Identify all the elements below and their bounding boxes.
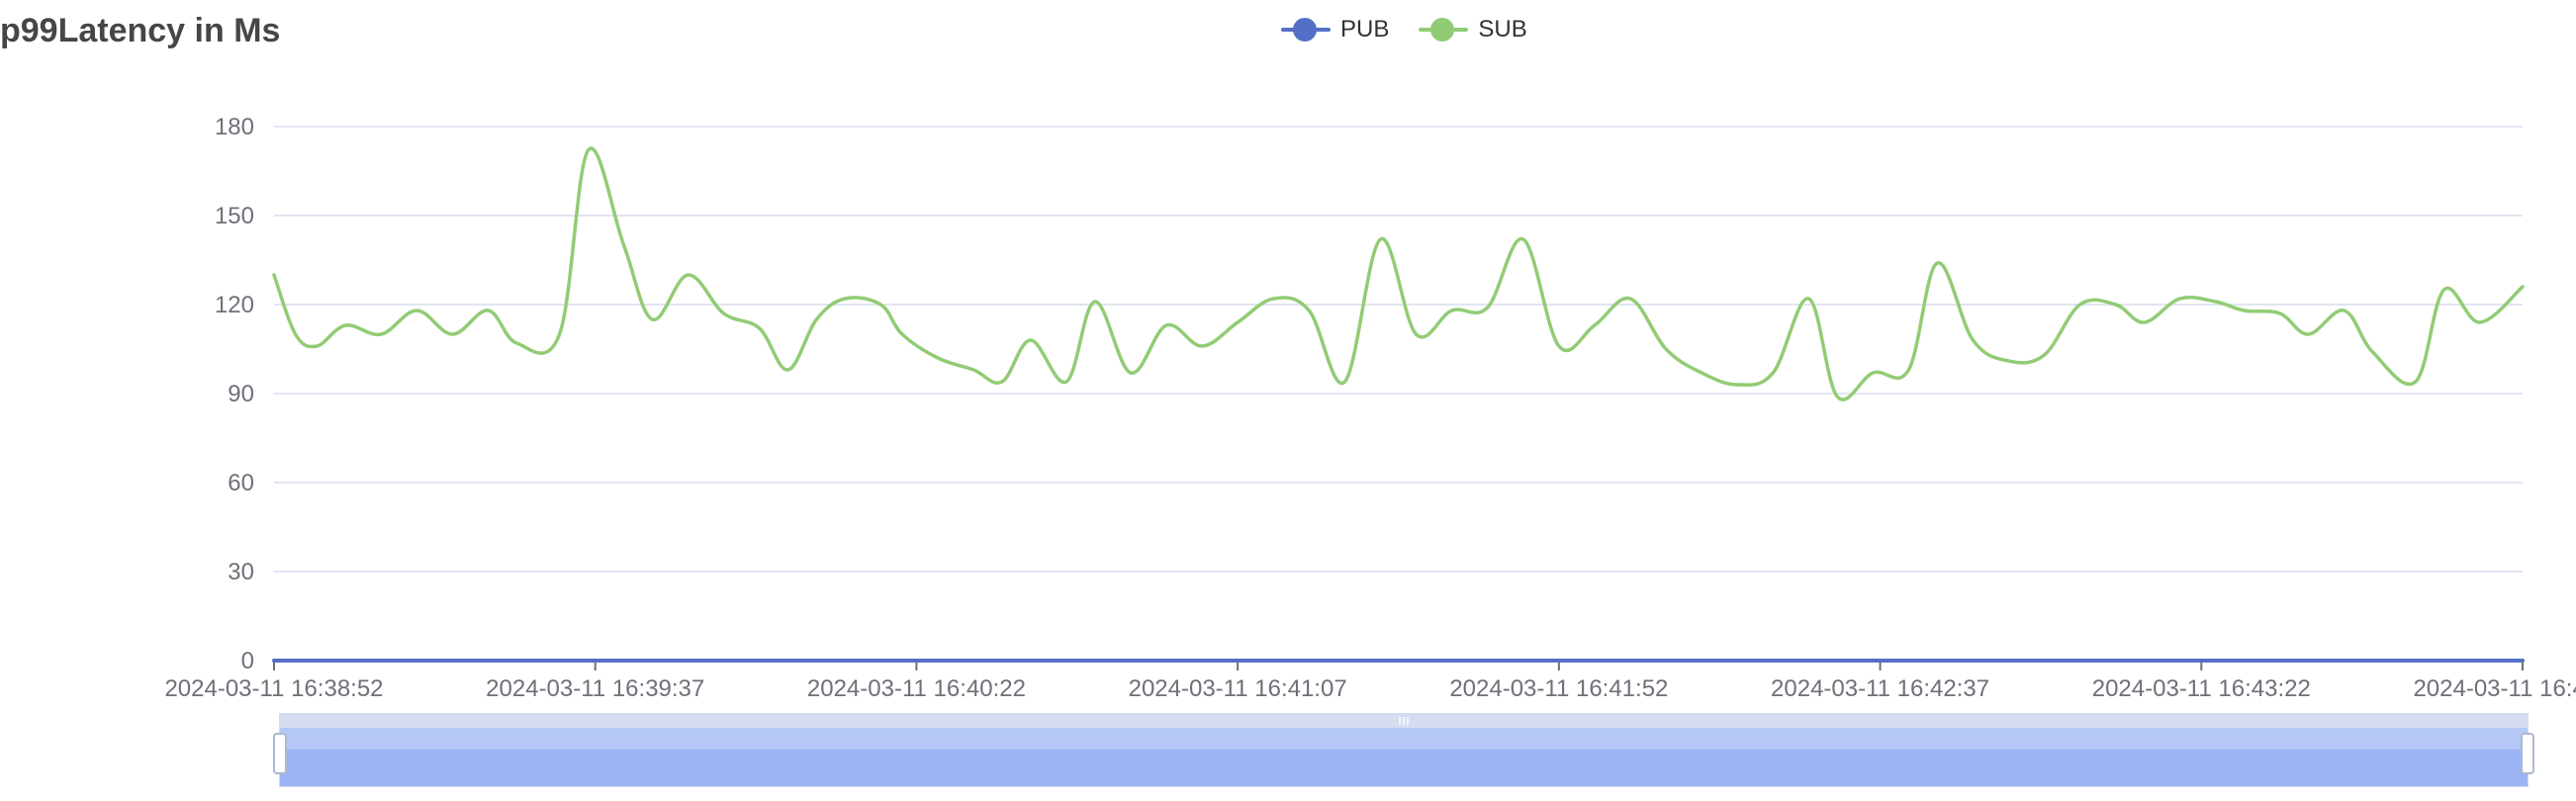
legend: PUB SUB [1281, 12, 1557, 47]
grid-lines [274, 126, 2523, 573]
data-zoom-slider[interactable] [273, 713, 2534, 787]
series-layer [272, 146, 2525, 664]
legend-item-pub[interactable]: PUB [1281, 16, 1389, 44]
y-tick-label: 150 [215, 203, 254, 229]
y-tick-label: 90 [228, 381, 254, 407]
legend-item-sub[interactable]: SUB [1419, 16, 1527, 44]
zoom-handle-left[interactable] [273, 733, 287, 774]
y-axis: 0 30 60 90 120 150 180 [215, 114, 254, 674]
x-tick-label: 2024-03-11 16:39:37 [486, 675, 704, 702]
y-tick-label: 120 [215, 292, 254, 318]
y-tick-label: 180 [215, 114, 254, 140]
y-tick-label: 60 [228, 470, 254, 496]
series-line-sub [272, 146, 2525, 401]
x-tick-label: 2024-03-11 16:41:52 [1449, 675, 1668, 702]
zoom-preview-fill [280, 750, 2528, 786]
y-tick-label: 0 [241, 648, 254, 674]
x-tick-label: 2024-03-11 16:41:07 [1129, 675, 1347, 702]
x-tick-label: 2024-03-11 16:44:07 [2413, 675, 2576, 702]
zoom-handle-right[interactable] [2521, 733, 2534, 774]
x-tick-label: 2024-03-11 16:38:52 [164, 675, 383, 702]
x-tick-label: 2024-03-11 16:43:22 [2092, 675, 2311, 702]
x-tick-label: 2024-03-11 16:40:22 [807, 675, 1026, 702]
legend-label-pub: PUB [1340, 16, 1390, 43]
x-axis: 2024-03-11 16:38:52 2024-03-11 16:39:37 20… [164, 660, 2576, 702]
y-tick-label: 30 [228, 559, 254, 585]
x-tick-label: 2024-03-11 16:42:37 [1771, 675, 1989, 702]
legend-swatch-pub-icon [1281, 18, 1331, 42]
legend-label-sub: SUB [1478, 16, 1527, 43]
chart-title: p99Latency in Ms [0, 12, 281, 49]
legend-swatch-sub-icon [1419, 18, 1469, 42]
